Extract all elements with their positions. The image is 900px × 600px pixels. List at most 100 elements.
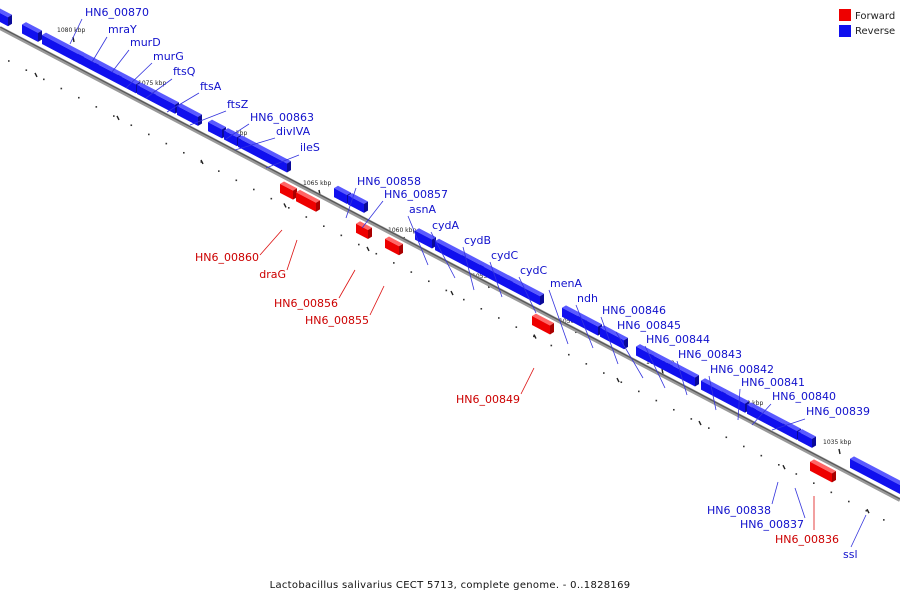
gene-label[interactable]: ftsZ: [227, 98, 249, 111]
gene-box[interactable]: [0, 5, 12, 27]
leader-line: [676, 360, 688, 396]
leader-line: [489, 261, 503, 298]
leader-line: [548, 289, 569, 345]
leader-line: [234, 137, 276, 151]
gene-box[interactable]: [296, 189, 320, 212]
leader-line: [345, 187, 357, 219]
gene-labels: HN6_00870mraYmurDmurGftsQftsAftsZHN6_008…: [69, 6, 870, 561]
gene-box[interactable]: [177, 103, 202, 126]
leader-line: [125, 62, 153, 89]
gene-label[interactable]: HN6_00840: [772, 390, 836, 403]
leader-line: [286, 239, 298, 271]
scale-dots: [8, 60, 885, 521]
leader-line: [265, 154, 300, 169]
gene-label[interactable]: HN6_00856: [274, 297, 338, 310]
leader-line: [518, 276, 537, 314]
kbp-label: 1060 kbp: [388, 227, 416, 234]
gene-label[interactable]: HN6_00842: [710, 363, 774, 376]
gene-box[interactable]: [798, 429, 816, 448]
legend-forward-label: Forward: [855, 11, 895, 22]
gene-label[interactable]: HN6_00845: [617, 319, 681, 332]
leader-line: [189, 110, 227, 126]
leader-line: [771, 481, 779, 505]
gene-label[interactable]: draG: [259, 268, 286, 281]
leader-line: [737, 388, 741, 421]
gene-label[interactable]: mraY: [108, 23, 137, 36]
leader-line: [69, 18, 83, 45]
gene-label[interactable]: ssl: [843, 548, 858, 561]
leader-line: [751, 403, 772, 426]
gene-box[interactable]: [208, 119, 226, 139]
gene-box[interactable]: [850, 456, 900, 499]
leader-line: [166, 92, 200, 113]
leader-line: [644, 345, 666, 389]
legend-forward-swatch: [839, 9, 851, 21]
gene-label[interactable]: ileS: [300, 141, 320, 154]
map-caption: Lactobacillus salivarius CECT 5713, comp…: [270, 580, 631, 591]
gene-label[interactable]: HN6_00841: [741, 376, 805, 389]
gene-label[interactable]: HN6_00844: [646, 333, 710, 346]
leader-line: [575, 304, 594, 349]
gene-label[interactable]: ndh: [577, 292, 598, 305]
gene-box[interactable]: [669, 361, 699, 387]
leader-line: [462, 246, 475, 291]
kbp-label: 1035 kbp: [823, 439, 851, 446]
gene-label[interactable]: murD: [130, 36, 161, 49]
gene-label[interactable]: HN6_00843: [678, 348, 742, 361]
leader-line: [361, 200, 384, 229]
gene-box[interactable]: [238, 135, 291, 173]
legend: Forward Reverse: [839, 9, 895, 37]
gene-box[interactable]: [22, 22, 42, 42]
gene-label[interactable]: HN6_00870: [85, 6, 149, 19]
gene-label[interactable]: HN6_00855: [305, 314, 369, 327]
gene-label[interactable]: HN6_00863: [250, 111, 314, 124]
gene-label[interactable]: HN6_00846: [602, 304, 666, 317]
leader-line: [91, 36, 108, 63]
gene-label[interactable]: cydC: [520, 264, 548, 277]
gene-label[interactable]: HN6_00836: [775, 533, 839, 546]
gene-label[interactable]: HN6_00858: [357, 175, 421, 188]
kbp-label: 1075 kbp: [138, 80, 166, 87]
leader-line: [600, 316, 619, 365]
leader-line: [520, 367, 535, 395]
leader-line: [771, 418, 806, 431]
gene-label[interactable]: cydB: [464, 234, 491, 247]
leader-line: [225, 123, 250, 140]
kbp-label: 1065 kbp: [303, 180, 331, 187]
leader-line: [850, 514, 867, 548]
gene-features: [0, 5, 900, 499]
gene-box[interactable]: [480, 262, 513, 289]
gene-label[interactable]: HN6_00849: [456, 393, 520, 406]
gene-label[interactable]: divIVA: [276, 125, 311, 138]
gene-box[interactable]: [600, 325, 628, 350]
gene-box[interactable]: [509, 277, 544, 306]
gene-box[interactable]: [532, 313, 554, 335]
gene-box[interactable]: [810, 459, 836, 483]
leader-line: [111, 49, 130, 73]
gene-label[interactable]: HN6_00839: [806, 405, 870, 418]
gene-label[interactable]: HN6_00857: [384, 188, 448, 201]
leader-line: [145, 78, 173, 99]
leader-line: [708, 375, 717, 411]
kbp-label: 1080 kbp: [57, 27, 85, 34]
gene-label[interactable]: cydA: [432, 219, 460, 232]
gene-label[interactable]: ftsQ: [173, 65, 196, 78]
gene-label[interactable]: HN6_00860: [195, 251, 259, 264]
leader-line: [430, 231, 456, 279]
gene-label[interactable]: cydC: [491, 249, 519, 262]
leader-line: [369, 285, 385, 316]
genome-backbone: [0, 26, 900, 502]
leader-line: [615, 331, 644, 379]
legend-reverse-swatch: [839, 25, 851, 37]
gene-label[interactable]: HN6_00838: [707, 504, 771, 517]
gene-label[interactable]: murG: [153, 50, 184, 63]
legend-reverse-label: Reverse: [855, 26, 895, 37]
gene-label[interactable]: asnA: [409, 203, 436, 216]
leader-line: [407, 215, 429, 266]
gene-label[interactable]: menA: [550, 277, 582, 290]
leader-line: [338, 269, 356, 299]
gene-label[interactable]: ftsA: [200, 80, 222, 93]
gene-box[interactable]: [385, 236, 403, 256]
gene-label[interactable]: HN6_00837: [740, 518, 804, 531]
